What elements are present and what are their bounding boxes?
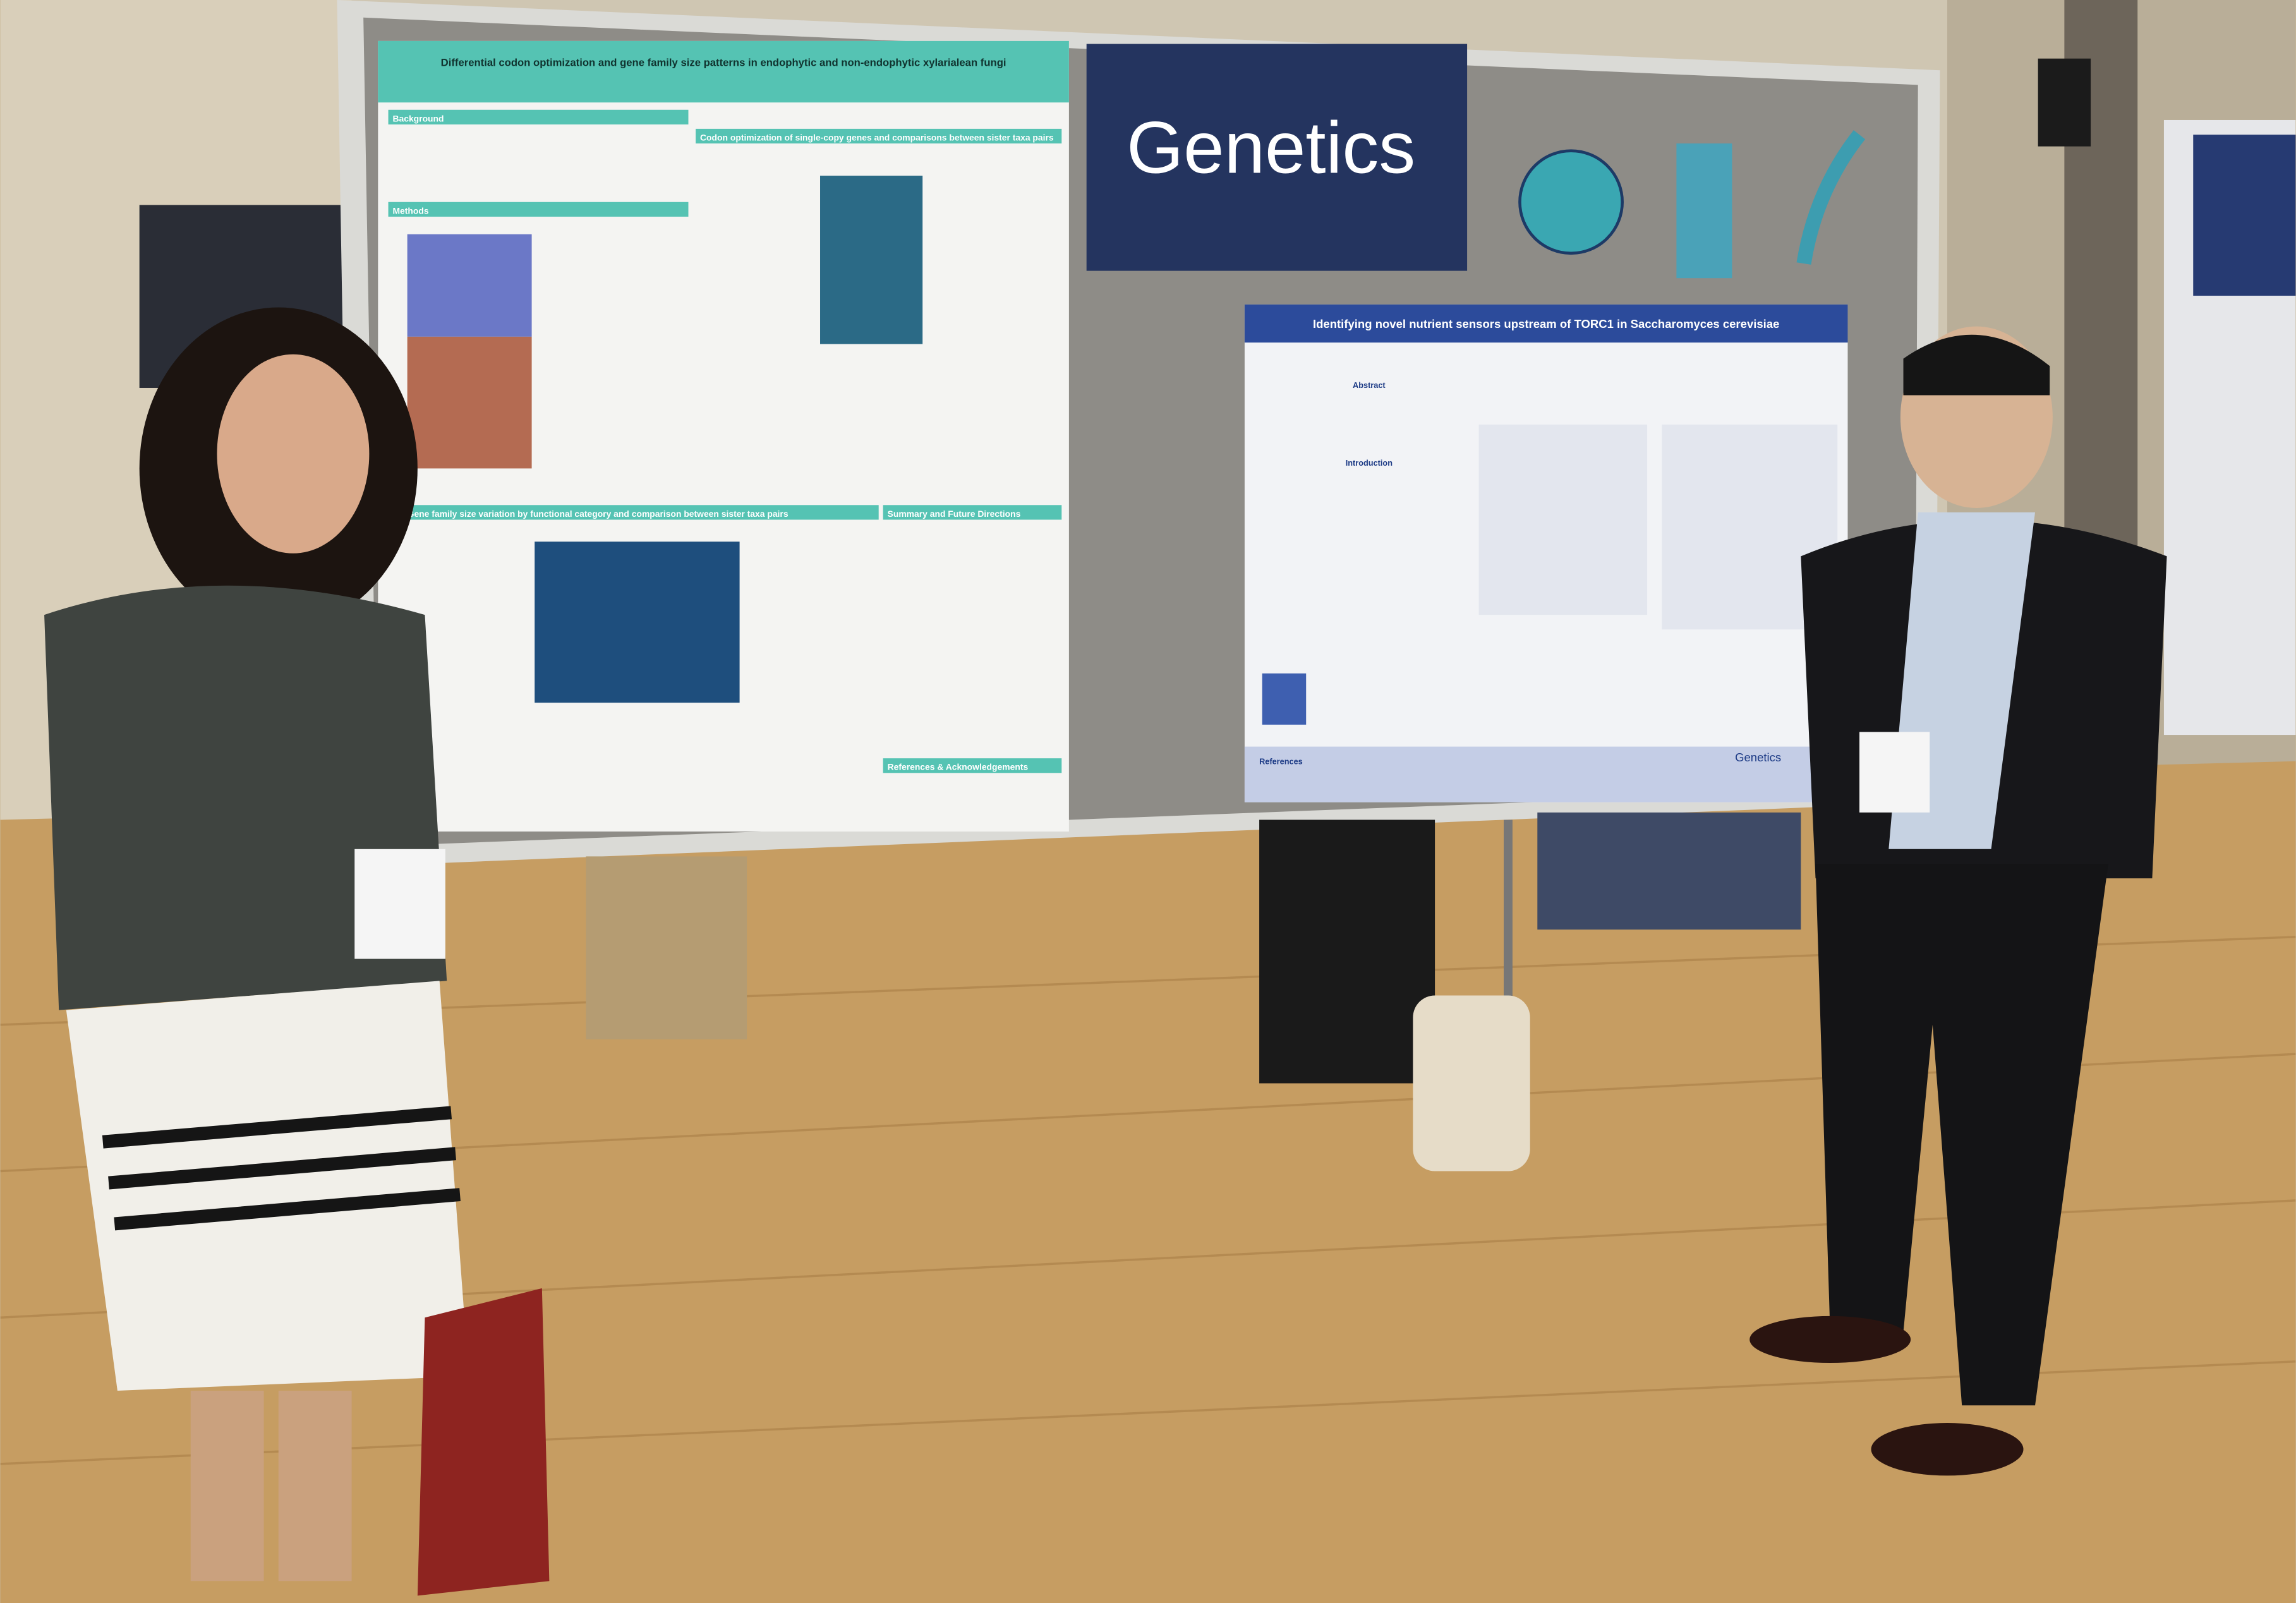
hair: [1903, 334, 2050, 396]
cardigan: [44, 585, 447, 1010]
jacket: [1537, 812, 1801, 930]
badge: [1859, 732, 1930, 813]
section-band: [883, 505, 1062, 520]
chromosome-icon: [1676, 143, 1732, 279]
poster-2-footer: [1244, 746, 1848, 802]
figure-heatmap: [820, 176, 923, 344]
sign: [1086, 44, 1468, 271]
legs: [278, 1391, 352, 1582]
section-heading: References & Acknowledgements: [888, 762, 1029, 772]
figure: [1262, 673, 1307, 725]
handbag: [417, 1288, 550, 1596]
section-band: [696, 128, 1062, 144]
figure-blots: [1478, 424, 1648, 615]
section-heading: References: [1259, 756, 1303, 766]
section-heading: Summary and Future Directions: [888, 509, 1021, 519]
dna-icon: [1796, 130, 1866, 265]
speaker: [2038, 58, 2091, 147]
backpack: [1413, 995, 1530, 1171]
sign-text: Genetics: [1127, 106, 1415, 188]
section-heading: Introduction: [1346, 458, 1393, 468]
floor: [0, 761, 2296, 1603]
section-band: [402, 505, 879, 520]
badge: [354, 849, 445, 959]
person-legs: [586, 856, 747, 1039]
poster-2-header: [1244, 304, 1848, 343]
person-legs: [1259, 820, 1435, 1084]
section-heading: Background: [392, 113, 444, 123]
section-band: [883, 758, 1062, 773]
legs: [190, 1391, 264, 1582]
skirt: [66, 981, 469, 1391]
section-band: [388, 109, 689, 124]
poster-2-title: Identifying novel nutrient sensors upstr…: [1313, 317, 1779, 330]
shoe: [1749, 1316, 1911, 1364]
section-heading: Methods: [392, 205, 428, 215]
skirt-stripes: [102, 1106, 461, 1231]
trousers: [1815, 863, 2108, 1406]
footer-logo: Genetics: [1735, 751, 1781, 764]
shoe: [1871, 1423, 2024, 1476]
face: [217, 354, 370, 553]
figure-tree: [407, 336, 532, 469]
figure-heatmap: [535, 541, 740, 703]
figure-tree: [407, 234, 532, 337]
side-sign: [2193, 135, 2296, 296]
poster-1-title: Differential codon optimization and gene…: [441, 56, 1006, 68]
section-band: [388, 202, 689, 217]
section-heading: Gene family size variation by functional…: [408, 509, 788, 519]
section-heading: Codon optimization of single-copy genes …: [700, 132, 1054, 142]
cell-icon: [1518, 149, 1624, 255]
poster-1-header: [378, 40, 1069, 103]
section-heading: Abstract: [1353, 380, 1386, 390]
